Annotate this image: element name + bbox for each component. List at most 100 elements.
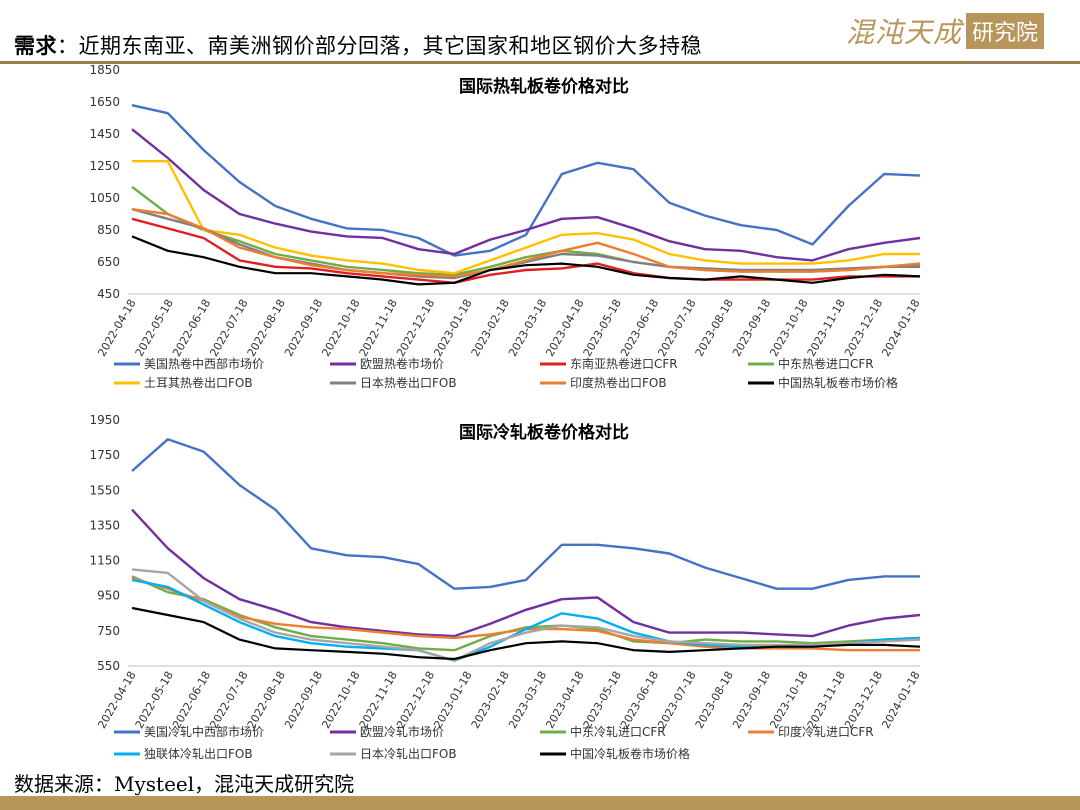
hot-y-tick-label: 850 — [97, 223, 120, 237]
hot-series-line-1 — [131, 128, 921, 262]
cold-chart-title: 国际冷轧板卷价格对比 — [459, 422, 629, 443]
hot-legend-label: 土耳其热卷出口FOB — [144, 375, 253, 390]
cold-x-tick-label: 2022-04-18 — [95, 669, 138, 731]
cold-x-tick-label: 2023-06-18 — [618, 669, 661, 731]
cold-x-tick-label: 2022-05-18 — [133, 669, 176, 731]
hot-legend-label: 中国热轧板卷市场价格 — [778, 375, 898, 390]
hot-y-tick-label: 450 — [97, 287, 120, 301]
cold-series-line-6 — [131, 606, 921, 661]
hot-x-tick-label: 2023-06-18 — [618, 297, 661, 359]
hot-x-tick-label: 2023-02-18 — [469, 297, 512, 359]
hot-x-tick-label: 2022-04-18 — [95, 297, 138, 359]
hot-legend-label: 印度热卷出口FOB — [570, 375, 667, 390]
hot-x-tick-label: 2023-01-18 — [431, 297, 474, 359]
cold-x-tick-label: 2022-07-18 — [207, 669, 250, 731]
cold-x-tick-label: 2023-07-18 — [655, 669, 698, 731]
hot-x-tick-label: 2022-07-18 — [207, 297, 250, 359]
hot-legend-label: 欧盟热卷市场价 — [360, 356, 444, 371]
hot-x-tick-label: 2022-06-18 — [170, 297, 213, 359]
hot-legend-label: 日本热卷出口FOB — [360, 375, 457, 390]
hot-x-tick-label: 2022-08-18 — [245, 297, 288, 359]
cold-y-tick-label: 950 — [97, 589, 120, 603]
cold-x-tick-label: 2024-01-18 — [879, 669, 922, 731]
cold-y-tick-label: 1150 — [89, 554, 120, 568]
headline-colon: ： — [57, 34, 79, 58]
logo-box: 研究院 — [966, 13, 1045, 49]
hot-y-tick-label: 1850 — [89, 64, 120, 77]
cold-legend-label: 印度冷轧进口CFR — [778, 724, 874, 739]
hot-legend-label: 东南亚热卷进口CFR — [570, 356, 678, 371]
cold-legend-label: 中东冷轧进口CFR — [570, 724, 666, 739]
hot-x-tick-label: 2023-11-18 — [805, 297, 848, 359]
logo-text: 混沌天成 — [846, 16, 963, 49]
hot-x-tick-label: 2024-01-18 — [879, 297, 922, 359]
cold-x-tick-label: 2023-03-18 — [506, 669, 549, 731]
cold-rolled-chart: 国际冷轧板卷价格对比 550 750 950 1150 1350 1550 1750 1950 2… — [89, 413, 922, 761]
cold-series-line-0 — [131, 438, 920, 590]
hot-y-tick-label: 1250 — [89, 159, 120, 173]
cold-x-tick-label: 2022-09-18 — [282, 669, 325, 731]
hot-x-tick-label: 2023-05-18 — [581, 297, 624, 359]
cold-y-tick-label: 750 — [97, 624, 120, 638]
hot-y-tick-label: 1450 — [89, 127, 120, 141]
hot-rolled-chart: 国际热轧板卷价格对比 450 650 850 1050 1250 1450 1650 1850 2… — [89, 64, 922, 390]
cold-x-tick-label: 2022-08-18 — [245, 669, 288, 731]
cold-series-line-2 — [131, 575, 921, 652]
hot-x-tick-label: 2023-12-18 — [842, 297, 885, 359]
hot-y-tick-label: 1650 — [89, 95, 120, 109]
cold-y-tick-label: 550 — [97, 659, 120, 673]
hot-series-line-6 — [131, 208, 921, 278]
hot-x-tick-label: 2023-03-18 — [506, 297, 549, 359]
cold-x-tick-label: 2022-12-18 — [394, 669, 437, 731]
cold-legend-label: 独联体冷轧出口FOB — [144, 747, 253, 761]
cold-legend-label: 欧盟冷轧市场价 — [360, 724, 444, 739]
cold-y-tick-label: 1950 — [89, 413, 120, 427]
cold-legend-label: 美国冷轧中西部市场价 — [144, 724, 264, 739]
cold-legend-label: 日本冷轧出口FOB — [360, 747, 457, 761]
cold-x-tick-label: 2023-05-18 — [581, 669, 624, 731]
cold-x-tick-label: 2023-11-18 — [805, 669, 848, 731]
header-rule — [0, 61, 1080, 64]
hot-series-line-4 — [132, 159, 920, 275]
hot-legend-label: 美国热卷中西部市场价 — [144, 356, 264, 371]
hot-legend-label: 中东热卷进口CFR — [778, 356, 874, 371]
data-source: 数据来源：Mysteel，混沌天成研究院 — [14, 772, 355, 796]
cold-x-tick-label: 2023-09-18 — [730, 669, 773, 731]
hot-series-line-7 — [131, 235, 921, 286]
cold-series-line-5 — [131, 568, 921, 662]
cold-x-tick-label: 2023-02-18 — [469, 669, 512, 731]
hot-x-tick-label: 2022-12-18 — [394, 297, 437, 359]
hot-x-tick-label: 2023-07-18 — [655, 297, 698, 359]
cold-x-tick-label: 2023-04-18 — [543, 669, 586, 731]
hot-x-tick-label: 2023-08-18 — [693, 297, 736, 359]
headline-prefix: 需求 — [14, 33, 57, 58]
hot-x-tick-label: 2022-09-18 — [282, 297, 325, 359]
header: 需求：近期东南亚、南美洲钢价部分回落，其它国家和地区钢价大多持稳 混沌天成 研究… — [0, 0, 1080, 62]
cold-x-tick-label: 2022-06-18 — [170, 669, 213, 731]
cold-x-tick-label: 2023-12-18 — [842, 669, 885, 731]
hot-x-tick-label: 2023-09-18 — [730, 297, 773, 359]
cold-y-tick-label: 1350 — [89, 518, 120, 532]
cold-x-tick-label: 2022-10-18 — [319, 669, 362, 731]
hot-y-tick-label: 650 — [97, 255, 120, 269]
cold-x-tick-label: 2023-10-18 — [767, 669, 810, 731]
hot-y-tick-label: 1050 — [89, 191, 120, 205]
cold-series-line-1 — [131, 508, 921, 638]
hot-x-tick-label: 2022-10-18 — [319, 297, 362, 359]
hot-chart-title: 国际热轧板卷价格对比 — [459, 76, 629, 97]
cold-legend-label: 中国冷轧板卷市场价格 — [570, 746, 690, 761]
headline: 需求：近期东南亚、南美洲钢价部分回落，其它国家和地区钢价大多持稳 — [14, 30, 702, 60]
hot-series-line-0 — [131, 104, 921, 257]
cold-x-tick-label: 2022-11-18 — [357, 669, 400, 731]
cold-x-tick-label: 2023-01-18 — [431, 669, 474, 731]
logo: 混沌天成 研究院 — [846, 10, 1045, 52]
hot-x-tick-label: 2022-05-18 — [133, 297, 176, 359]
hot-x-tick-label: 2023-04-18 — [543, 297, 586, 359]
hot-x-tick-label: 2022-11-18 — [357, 297, 400, 359]
hot-x-tick-label: 2023-10-18 — [767, 297, 810, 359]
headline-text: 近期东南亚、南美洲钢价部分回落，其它国家和地区钢价大多持稳 — [78, 34, 702, 58]
cold-x-tick-label: 2023-08-18 — [693, 669, 736, 731]
footer-bar — [0, 796, 1080, 810]
cold-y-tick-label: 1750 — [89, 448, 120, 462]
cold-y-tick-label: 1550 — [89, 483, 120, 497]
